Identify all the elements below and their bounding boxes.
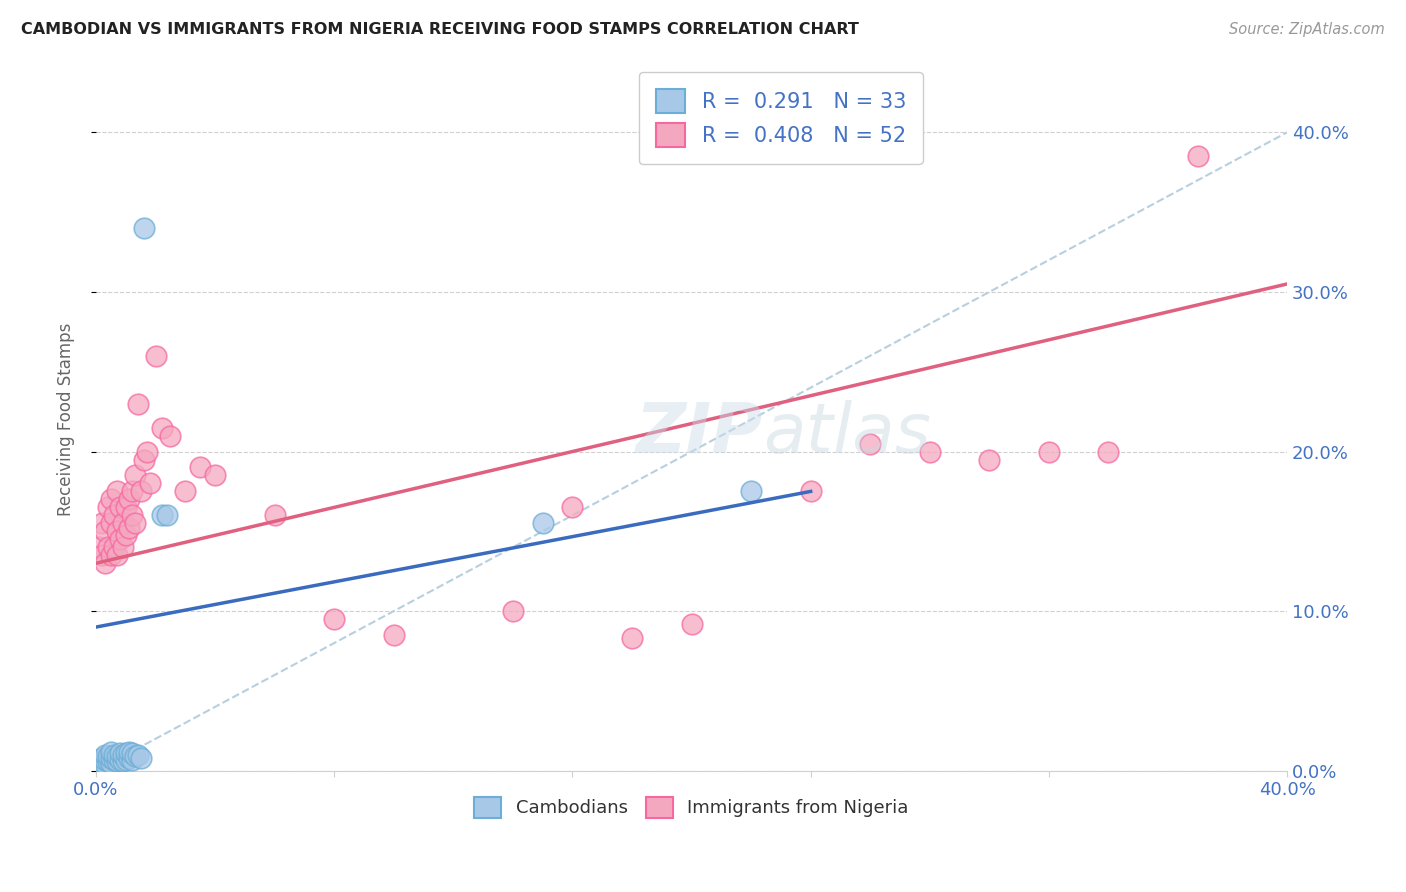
- Point: [103, 508, 125, 523]
- Point: [531, 516, 554, 531]
- Point: [97, 541, 120, 555]
- Point: [118, 745, 141, 759]
- Point: [204, 468, 226, 483]
- Point: [502, 604, 524, 618]
- Point: [91, 548, 114, 562]
- Text: atlas: atlas: [763, 401, 931, 467]
- Point: [91, 751, 114, 765]
- Point: [97, 749, 120, 764]
- Point: [114, 500, 136, 515]
- Y-axis label: Receiving Food Stamps: Receiving Food Stamps: [58, 323, 75, 516]
- Point: [132, 221, 155, 235]
- Point: [1097, 444, 1119, 458]
- Point: [127, 397, 149, 411]
- Point: [150, 508, 173, 523]
- Point: [108, 746, 131, 760]
- Point: [121, 484, 143, 499]
- Point: [1038, 444, 1060, 458]
- Point: [188, 460, 211, 475]
- Point: [94, 747, 117, 762]
- Point: [382, 628, 405, 642]
- Point: [114, 746, 136, 760]
- Point: [156, 508, 179, 523]
- Text: CAMBODIAN VS IMMIGRANTS FROM NIGERIA RECEIVING FOOD STAMPS CORRELATION CHART: CAMBODIAN VS IMMIGRANTS FROM NIGERIA REC…: [21, 22, 859, 37]
- Point: [979, 452, 1001, 467]
- Point: [114, 527, 136, 541]
- Point: [561, 500, 583, 515]
- Point: [108, 752, 131, 766]
- Point: [108, 533, 131, 547]
- Legend: Cambodians, Immigrants from Nigeria: Cambodians, Immigrants from Nigeria: [467, 789, 917, 825]
- Point: [174, 484, 197, 499]
- Point: [105, 484, 128, 499]
- Point: [103, 747, 125, 762]
- Point: [87, 541, 110, 555]
- Point: [100, 756, 122, 770]
- Point: [859, 436, 882, 450]
- Point: [94, 556, 117, 570]
- Point: [124, 516, 146, 531]
- Point: [1187, 149, 1209, 163]
- Point: [681, 616, 703, 631]
- Point: [91, 756, 114, 770]
- Point: [121, 746, 143, 760]
- Point: [94, 524, 117, 539]
- Point: [100, 548, 122, 562]
- Point: [150, 420, 173, 434]
- Point: [91, 516, 114, 531]
- Point: [124, 749, 146, 764]
- Point: [323, 612, 346, 626]
- Point: [121, 752, 143, 766]
- Point: [94, 752, 117, 766]
- Point: [129, 484, 152, 499]
- Point: [100, 751, 122, 765]
- Point: [740, 484, 762, 499]
- Point: [800, 484, 823, 499]
- Point: [114, 752, 136, 766]
- Point: [620, 632, 643, 646]
- Point: [138, 476, 160, 491]
- Point: [97, 500, 120, 515]
- Point: [129, 751, 152, 765]
- Point: [159, 428, 181, 442]
- Point: [108, 500, 131, 515]
- Point: [111, 754, 134, 768]
- Point: [118, 492, 141, 507]
- Point: [111, 541, 134, 555]
- Point: [145, 349, 167, 363]
- Point: [918, 444, 941, 458]
- Point: [100, 492, 122, 507]
- Point: [87, 754, 110, 768]
- Point: [118, 751, 141, 765]
- Point: [121, 508, 143, 523]
- Point: [127, 747, 149, 762]
- Point: [105, 749, 128, 764]
- Point: [94, 757, 117, 772]
- Point: [100, 745, 122, 759]
- Point: [124, 468, 146, 483]
- Point: [132, 452, 155, 467]
- Text: Source: ZipAtlas.com: Source: ZipAtlas.com: [1229, 22, 1385, 37]
- Point: [100, 516, 122, 531]
- Point: [105, 524, 128, 539]
- Point: [105, 754, 128, 768]
- Point: [118, 521, 141, 535]
- Point: [135, 444, 157, 458]
- Text: ZIP: ZIP: [636, 401, 763, 467]
- Point: [105, 548, 128, 562]
- Point: [103, 541, 125, 555]
- Point: [111, 516, 134, 531]
- Point: [103, 752, 125, 766]
- Point: [263, 508, 285, 523]
- Point: [97, 754, 120, 768]
- Point: [111, 747, 134, 762]
